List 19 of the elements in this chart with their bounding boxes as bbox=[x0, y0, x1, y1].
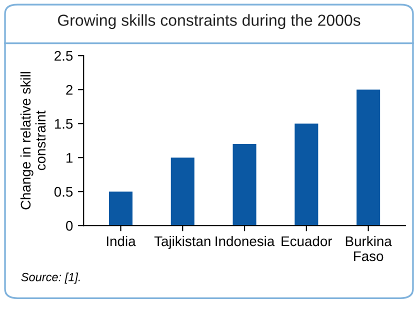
y-tick-label: 2.5 bbox=[54, 50, 73, 61]
y-tick-label: 0 bbox=[66, 220, 73, 231]
y-tick-label: 1.5 bbox=[54, 119, 73, 129]
chart-title: Growing skills constraints during the 2000s bbox=[58, 14, 360, 30]
x-tick-label: Tajikistan bbox=[154, 236, 210, 249]
y-tick-label: 2 bbox=[66, 84, 72, 95]
bar bbox=[232, 144, 256, 226]
bar bbox=[356, 90, 380, 226]
y-tick-label: 0.5 bbox=[54, 186, 73, 197]
y-tick-label: 1 bbox=[66, 153, 73, 163]
x-tick-label: India bbox=[106, 236, 136, 246]
x-tick-label: Burkina Faso bbox=[346, 236, 392, 262]
bar bbox=[170, 158, 194, 226]
y-axis-title: Change in relative skill constraint bbox=[20, 72, 46, 210]
source-note: Source: [1]. bbox=[21, 272, 80, 284]
x-tick-label: Ecuador bbox=[282, 236, 332, 246]
bar bbox=[108, 192, 132, 226]
x-tick-label: Indonesia bbox=[216, 236, 275, 246]
bar bbox=[294, 124, 318, 226]
